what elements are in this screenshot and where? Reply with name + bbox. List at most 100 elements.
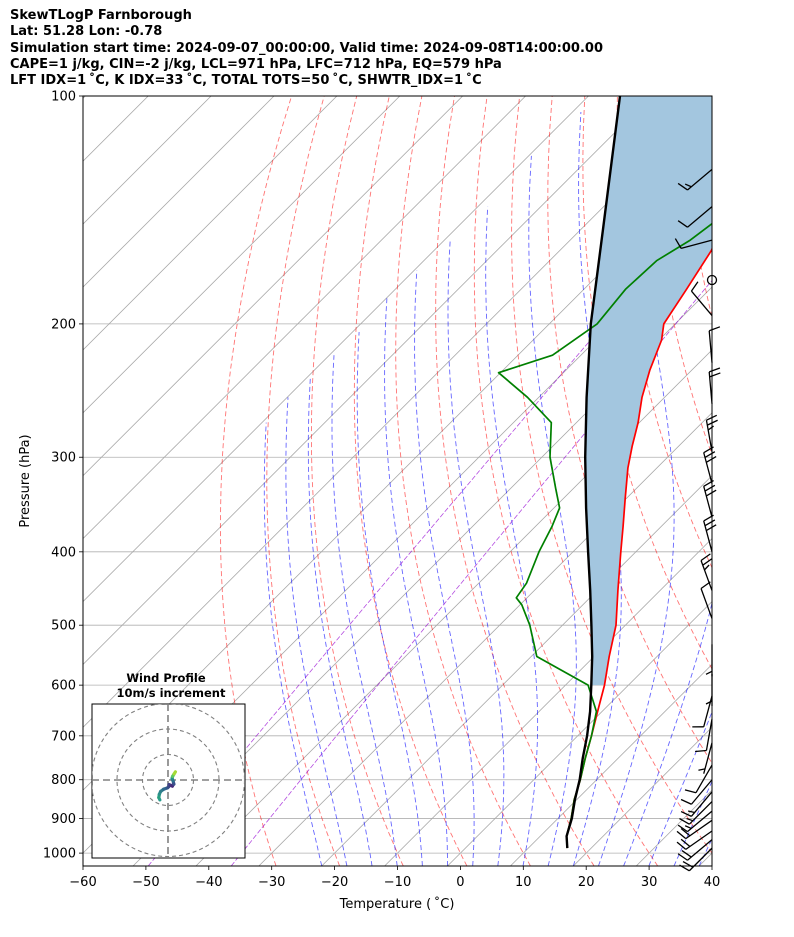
wind-barb-shaft bbox=[690, 791, 713, 817]
wind-barb-feather bbox=[674, 238, 682, 249]
y-axis-ticks: 1000 900 800 700 600 500 400 300 200 100 bbox=[43, 90, 83, 862]
dry-adiabat-line bbox=[616, 96, 712, 569]
y-tick-label: 500 bbox=[51, 619, 76, 634]
dry-adiabat-line bbox=[353, 96, 468, 866]
wind-barb-feather bbox=[681, 850, 692, 858]
title-location: Lat: 51.28 Lon: -0.78 bbox=[10, 24, 163, 40]
dry-adiabat-line bbox=[473, 96, 659, 866]
wind-barb bbox=[680, 791, 713, 817]
wind-barb bbox=[692, 695, 713, 728]
wind-barb-feather bbox=[677, 853, 688, 861]
y-tick-label: 600 bbox=[51, 679, 76, 694]
y-axis-label: Pressure (hPa) bbox=[18, 434, 33, 527]
y-tick-label: 700 bbox=[51, 729, 76, 744]
wind-barb bbox=[674, 238, 713, 250]
y-tick-label: 900 bbox=[51, 812, 76, 827]
wind-barb-feather bbox=[704, 519, 716, 527]
wind-barb-feather bbox=[680, 810, 692, 817]
wind-barb-shaft bbox=[705, 420, 713, 452]
wind-barb-feather bbox=[705, 489, 717, 497]
isotherm-line bbox=[83, 96, 275, 288]
wind-barb-shaft bbox=[705, 718, 713, 751]
moist-adiabat-line bbox=[648, 710, 712, 866]
wind-barb-shaft bbox=[687, 168, 713, 191]
wind-barb-shaft bbox=[688, 847, 713, 872]
moist-adiabat-line bbox=[263, 422, 323, 866]
wind-barb bbox=[690, 281, 713, 317]
wind-barb-feather bbox=[708, 326, 721, 332]
x-tick-label: −60 bbox=[69, 875, 96, 890]
wind-barb-shaft bbox=[690, 290, 713, 317]
wind-barb-shaft bbox=[703, 742, 713, 774]
isotherm-line bbox=[132, 286, 712, 866]
dry-adiabat-line bbox=[435, 96, 595, 866]
wind-barb bbox=[703, 479, 717, 518]
isotherm-line bbox=[384, 538, 712, 866]
wind-barb bbox=[708, 367, 721, 404]
dry-adiabat-line bbox=[547, 96, 712, 764]
wind-barb-shaft bbox=[703, 452, 713, 484]
wind-barb-shaft bbox=[685, 819, 713, 840]
wind-barb-feather bbox=[700, 553, 711, 562]
isotherm-line bbox=[510, 663, 712, 866]
y-tick-label: 800 bbox=[51, 773, 76, 788]
moist-adiabat-line bbox=[447, 240, 505, 866]
wind-barb-feather bbox=[677, 220, 688, 228]
wind-barb bbox=[703, 514, 717, 552]
wind-barb-feather bbox=[676, 830, 687, 840]
isotherm-line bbox=[195, 349, 712, 866]
wind-barb-feather bbox=[705, 455, 717, 463]
wind-barb-feather bbox=[677, 824, 688, 833]
moist-adiabat-line bbox=[384, 298, 448, 866]
wind-barb-shaft bbox=[703, 520, 713, 552]
wind-barb-feather bbox=[695, 749, 707, 753]
wind-barb bbox=[698, 742, 713, 774]
isotherm-line bbox=[83, 96, 338, 351]
wind-barb bbox=[676, 830, 713, 850]
y-tick-label: 1000 bbox=[43, 847, 76, 862]
moist-adiabat-line bbox=[356, 331, 423, 866]
parcel-line bbox=[565, 96, 622, 849]
y-tick-label: 300 bbox=[51, 451, 76, 466]
wind-barb-feather bbox=[684, 825, 692, 830]
wind-barb-shaft bbox=[687, 206, 713, 228]
moist-adiabat-line bbox=[528, 155, 577, 866]
wind-barb-feather bbox=[680, 838, 691, 847]
moist-adiabat-line bbox=[572, 111, 622, 866]
moist-adiabat-line bbox=[598, 96, 675, 866]
dry-adiabat-line bbox=[310, 96, 404, 866]
wind-barb-feather bbox=[705, 524, 717, 532]
moist-adiabat-line bbox=[285, 397, 348, 866]
isotherm-line bbox=[83, 96, 463, 477]
x-axis-ticks: −60 −50 −40 −30 −20 −10 0 10 20 30 40 bbox=[69, 866, 720, 890]
wind-barb-feather bbox=[676, 841, 687, 850]
isotherm-line bbox=[447, 600, 712, 866]
x-tick-label: 10 bbox=[515, 875, 532, 890]
wind-barb-shaft bbox=[680, 239, 713, 250]
wind-barb-feather bbox=[705, 670, 713, 675]
sounding-traces bbox=[497, 96, 712, 849]
x-axis-label: Temperature ( ˚C) bbox=[339, 896, 455, 912]
wind-barb-feather bbox=[687, 810, 695, 814]
isotherm-line bbox=[83, 96, 526, 540]
wind-barb bbox=[705, 673, 713, 706]
title-cape-line: CAPE=1 j/kg, CIN=-2 j/kg, LCL=971 hPa, L… bbox=[10, 56, 502, 72]
wind-barb-shaft bbox=[690, 779, 713, 805]
title-times: Simulation start time: 2024-09-07_00:00:… bbox=[10, 40, 603, 56]
dry-adiabats bbox=[219, 96, 712, 866]
wind-barb bbox=[700, 553, 713, 591]
mixing-ratio-lines bbox=[147, 197, 712, 866]
hodograph-subtitle: 10m/s increment bbox=[117, 686, 226, 700]
x-tick-label: 20 bbox=[578, 875, 595, 890]
wind-barb-shaft bbox=[688, 801, 713, 825]
x-tick-label: 30 bbox=[641, 875, 658, 890]
moist-adiabat-line bbox=[673, 780, 712, 866]
isotherm-line bbox=[321, 475, 712, 866]
wind-barb-shaft bbox=[685, 830, 713, 850]
wind-barb-feather bbox=[684, 789, 697, 794]
hodograph-title: Wind Profile bbox=[126, 671, 206, 685]
wind-barb-shaft bbox=[687, 839, 713, 861]
wind-barb bbox=[677, 206, 713, 228]
wind-barb-feather bbox=[708, 367, 721, 373]
